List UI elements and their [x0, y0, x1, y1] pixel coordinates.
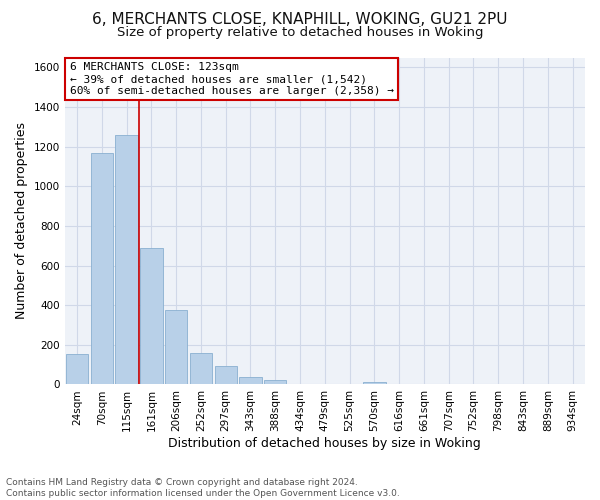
Bar: [165, 310, 187, 384]
Bar: [215, 366, 237, 384]
Text: Contains HM Land Registry data © Crown copyright and database right 2024.
Contai: Contains HM Land Registry data © Crown c…: [6, 478, 400, 498]
Text: 6, MERCHANTS CLOSE, KNAPHILL, WOKING, GU21 2PU: 6, MERCHANTS CLOSE, KNAPHILL, WOKING, GU…: [92, 12, 508, 28]
Text: 6 MERCHANTS CLOSE: 123sqm
← 39% of detached houses are smaller (1,542)
60% of se: 6 MERCHANTS CLOSE: 123sqm ← 39% of detac…: [70, 62, 394, 96]
X-axis label: Distribution of detached houses by size in Woking: Distribution of detached houses by size …: [169, 437, 481, 450]
Bar: [190, 353, 212, 384]
Bar: [264, 380, 286, 384]
Bar: [363, 382, 386, 384]
Bar: [115, 135, 138, 384]
Bar: [140, 248, 163, 384]
Text: Size of property relative to detached houses in Woking: Size of property relative to detached ho…: [117, 26, 483, 39]
Bar: [91, 152, 113, 384]
Bar: [239, 377, 262, 384]
Bar: [66, 354, 88, 384]
Y-axis label: Number of detached properties: Number of detached properties: [15, 122, 28, 320]
